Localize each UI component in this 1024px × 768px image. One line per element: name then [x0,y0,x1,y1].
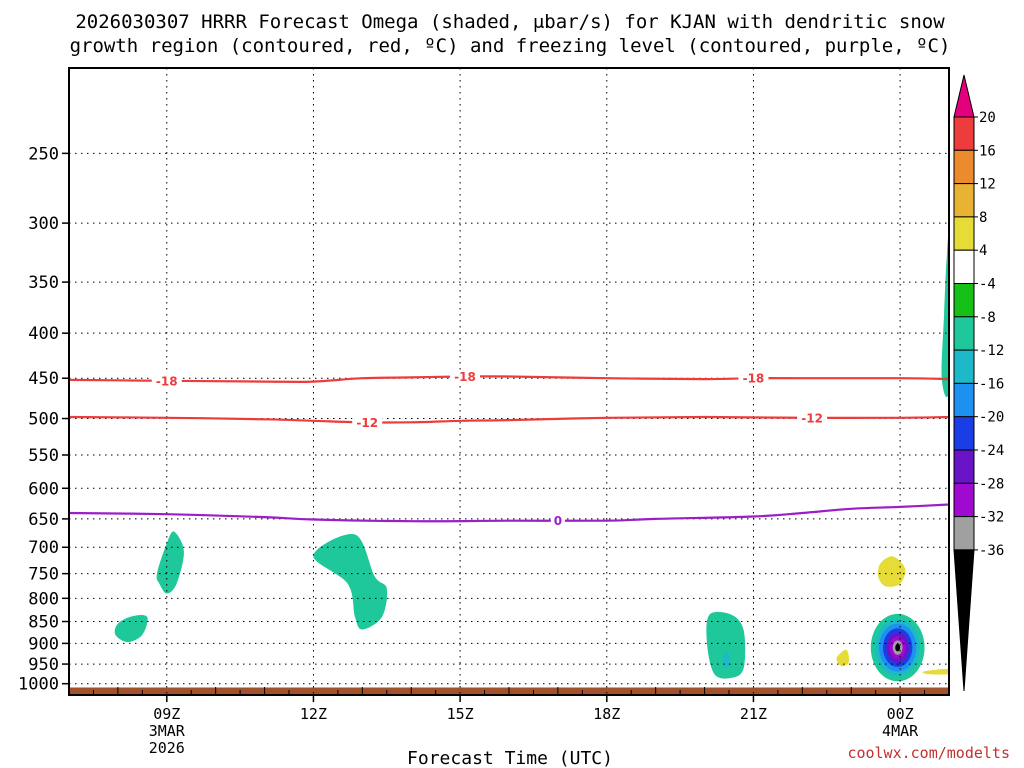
y-tick-label-900: 900 [28,634,59,654]
x-tick-label-18Z-0: 18Z [593,705,620,723]
colorbar-label-5: -4 [979,277,996,293]
dendritic-bottom-label-0: -12 [356,416,378,430]
y-tick-label-550: 550 [28,446,59,466]
colorbar-box-11 [953,482,975,518]
colorbar-box-0 [953,116,975,151]
dendritic-bottom-label-bg [352,415,383,430]
colorbar-label-3: 8 [979,210,987,226]
colorbar-bottom-arrow [953,549,975,692]
dendritic-top-line [69,375,949,383]
pressure-axis: 2503003504004505005506006507007508008509… [18,144,69,695]
y-tick-label-950: 950 [28,655,59,675]
x-tick-label-00Z-0: 00Z [887,705,914,723]
omega-yellow-22z [800,625,857,679]
y-tick-label-700: 700 [28,538,59,558]
y-tick-label-650: 650 [28,510,59,530]
chart-title-line-1: 2026030307 HRRR Forecast Omega (shaded, … [75,11,945,33]
colorbar-label-12: -32 [979,510,1004,526]
y-tick-label-250: 250 [28,144,59,164]
omega-green-13z [313,534,388,630]
colorbar-top-arrow [953,74,975,118]
colorbar-label-13: -36 [979,543,1004,559]
colorbar-box-12 [953,516,975,551]
chart-title-line-2: growth region (contoured, red, ºC) and f… [70,35,951,57]
colorbar-box-1 [953,149,975,185]
plot-frame [68,67,950,696]
y-tick-label-750: 750 [28,565,59,585]
omega-green-0830z [114,614,148,643]
contour-layer: -18 -18 -18 -12 -12 0 [69,369,949,528]
dendritic-top-label-bg [151,373,182,388]
y-tick-label-500: 500 [28,410,59,430]
x-tick-label-12Z-0: 12Z [300,705,327,723]
omega-shading-layer [114,233,949,686]
omega-orange-0030z [922,668,949,675]
x-tick-label-15Z-0: 15Z [447,705,474,723]
y-tick-label-400: 400 [28,324,59,344]
colorbar-label-2: 12 [979,177,996,193]
omega-colorbar: 20 16 12 8 4 -4 -8 -12 -16 -20 -24 -28 -32 -36 [953,74,1004,692]
colorbar-label-7: -12 [979,343,1004,359]
colorbar-label-4: 4 [979,243,987,259]
colorbar-box-2 [953,183,975,218]
freezing-level-line [69,503,949,523]
omega-orange-2330z [877,556,906,587]
colorbar-box-3 [953,216,975,251]
dendritic-top-label-2: -18 [743,372,765,386]
dendritic-top-label-bg [738,371,769,386]
y-tick-label-1000: 1000 [18,675,59,695]
omega-yellow-17z [527,637,665,679]
dendritic-bottom-label-bg [797,410,828,425]
credit-text: coolwx.com/modelts [847,744,1010,762]
y-tick-label-850: 850 [28,613,59,633]
colorbar-label-10: -24 [979,443,1004,459]
colorbar-label-11: -28 [979,476,1004,492]
colorbar-box-8 [953,382,975,418]
dendritic-top-label-1: -18 [454,370,476,384]
omega-green-0050z-upper [941,233,949,398]
colorbar-box-4 [953,249,975,284]
x-tick-label-00Z-1: 4MAR [882,722,919,740]
colorbar-box-10 [953,449,975,484]
y-tick-label-300: 300 [28,214,59,234]
x-tick-label-09Z-1: 3MAR [149,722,186,740]
x-tick-label-09Z-2: 2026 [149,739,185,757]
x-axis-label: Forecast Time (UTC) [407,748,613,768]
freezing-level-label-bg [550,513,565,528]
freezing-level-label-0: 0 [554,514,562,528]
y-tick-label-600: 600 [28,479,59,499]
omega-green-09z [156,531,184,594]
omega-green-2020z [706,611,746,679]
omega-yellow-14z [398,645,417,663]
x-tick-label-09Z-0: 09Z [153,705,180,723]
omega-core-2350z-ring-m36 [895,643,901,652]
omega-orange-2250z [836,649,850,667]
colorbar-label-8: -16 [979,376,1004,392]
y-tick-label-800: 800 [28,589,59,609]
colorbar-box-5 [953,283,975,318]
omega-yellow-0050z [936,507,949,601]
dendritic-top-label-0: -18 [156,374,178,388]
colorbar-box-6 [953,316,975,351]
colorbar-label-1: 16 [979,143,996,159]
colorbar-label-6: -8 [979,310,996,326]
colorbar-box-9 [953,416,975,451]
x-tick-label-21Z-0: 21Z [740,705,767,723]
dendritic-top-label-bg [450,369,480,384]
y-tick-label-350: 350 [28,273,59,293]
colorbar-label-0: 20 [979,110,996,126]
colorbar-label-9: -20 [979,410,1004,426]
colorbar-box-7 [953,349,975,384]
dendritic-bottom-label-1: -12 [801,411,823,425]
y-tick-label-450: 450 [28,369,59,389]
omega-teal-2030z [723,652,730,668]
